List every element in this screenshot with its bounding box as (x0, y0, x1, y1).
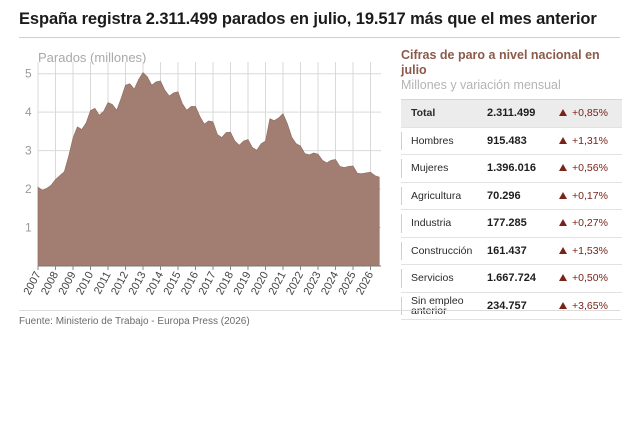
row-change: +0,56% (572, 162, 608, 175)
table-row: Industria 177.285 +0,27% (401, 210, 622, 238)
row-marker (401, 269, 402, 288)
row-marker (401, 214, 402, 233)
unemployment-area-chart: 1234520072008200920102011201220132014201… (22, 62, 381, 297)
headline: España registra 2.311.499 parados en jul… (19, 10, 597, 28)
row-label: Agricultura (411, 189, 462, 202)
row-value: 177.285 (487, 217, 527, 230)
table-rows: Total 2.311.499 +0,85% Hombres 915.483 +1,31%… (401, 99, 622, 320)
row-change: +0,17% (572, 189, 608, 202)
row-marker (401, 296, 402, 315)
row-value: 161.437 (487, 244, 527, 257)
x-tick-label: 2026 (354, 270, 376, 297)
row-marker (401, 186, 402, 205)
y-tick-label: 4 (25, 105, 32, 119)
y-tick-label: 5 (25, 67, 32, 81)
source-note: Fuente: Ministerio de Trabajo - Europa P… (19, 316, 250, 327)
row-change: +0,50% (572, 272, 608, 285)
row-label: Hombres (411, 134, 454, 147)
row-marker (401, 159, 402, 178)
up-arrow-icon (559, 109, 567, 117)
table-row: Total 2.311.499 +0,85% (401, 100, 622, 128)
y-axis-label: Parados (millones) (38, 50, 147, 65)
headline-divider (19, 37, 620, 38)
row-change: +0,85% (572, 107, 608, 120)
chart-area: Parados (millones) 1 2 3 4 5 2007 2008 2009 2010… (19, 44, 391, 309)
table-row: Sin empleo anterior 234.757 +3,65% (401, 293, 622, 320)
table-title: Cifras de paro a nivel nacional en julio (401, 48, 600, 77)
up-arrow-icon (559, 164, 567, 172)
row-label: Mujeres (411, 162, 449, 175)
y-tick-label: 2 (25, 182, 32, 196)
up-arrow-icon (559, 191, 567, 199)
row-label: Sin empleo anterior (411, 294, 464, 316)
national-figures-table: Cifras de paro a nivel nacional en julio… (401, 48, 622, 320)
row-label: Industria (411, 217, 452, 230)
x-tick-label: 2010 (74, 270, 96, 297)
table-row: Servicios 1.667.724 +0,50% (401, 265, 622, 293)
y-tick-label: 1 (25, 221, 32, 235)
table-row: Construcción 161.437 +1,53% (401, 238, 622, 265)
up-arrow-icon (559, 274, 567, 282)
row-label: Construcción (411, 244, 473, 257)
table-subtitle: Millones y variación mensual (401, 78, 561, 92)
row-label: Servicios (411, 272, 454, 285)
table-row: Hombres 915.483 +1,31% (401, 128, 622, 155)
table-row: Mujeres 1.396.016 +0,56% (401, 155, 622, 183)
row-marker (401, 131, 402, 150)
up-arrow-icon (559, 246, 567, 254)
row-marker (401, 241, 402, 260)
row-value: 234.757 (487, 299, 527, 312)
row-value: 915.483 (487, 134, 527, 147)
row-value: 2.311.499 (487, 107, 536, 120)
row-change: +1,31% (572, 134, 608, 147)
row-value: 1.667.724 (487, 272, 536, 285)
up-arrow-icon (559, 219, 567, 227)
y-tick-label: 3 (25, 144, 32, 158)
row-change: +1,53% (572, 244, 608, 257)
table-row: Agricultura 70.296 +0,17% (401, 183, 622, 210)
row-change: +3,65% (572, 299, 608, 312)
up-arrow-icon (559, 136, 567, 144)
unemployment-area (37, 72, 380, 267)
up-arrow-icon (559, 301, 567, 309)
row-value: 1.396.016 (487, 162, 536, 175)
source-divider (19, 310, 620, 311)
row-change: +0,27% (572, 217, 608, 230)
row-value: 70.296 (487, 189, 521, 202)
row-label: Total (411, 107, 436, 120)
